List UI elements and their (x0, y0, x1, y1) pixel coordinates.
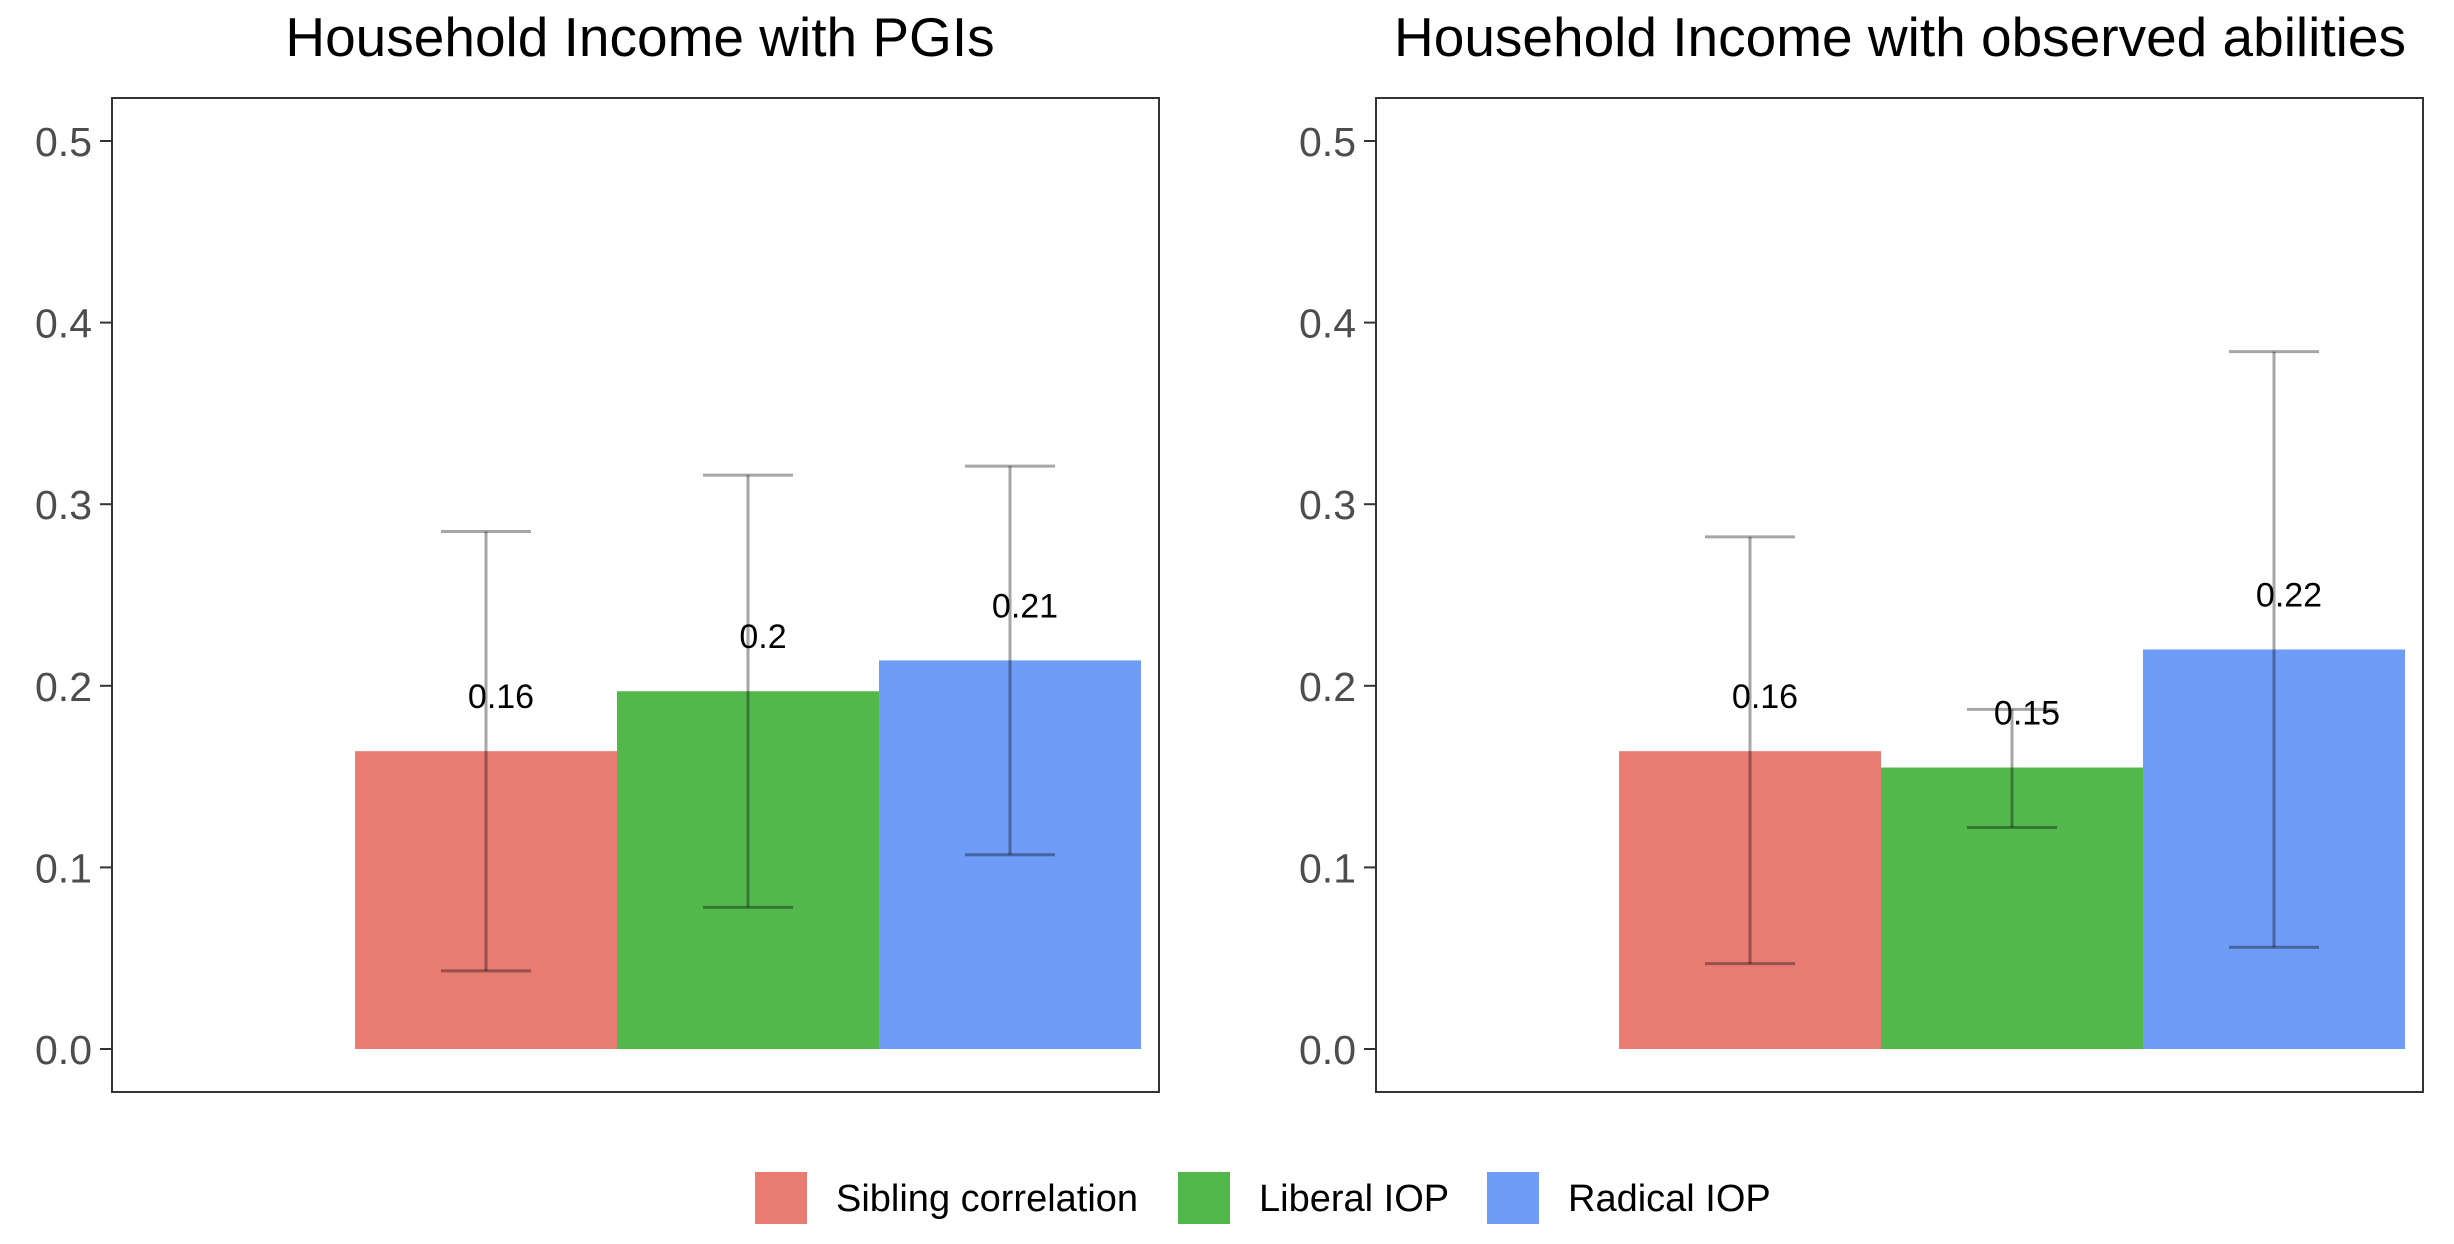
y-tick-label: 0.2 (35, 664, 92, 710)
panel-title: Household Income with PGIs (285, 6, 994, 68)
chart-panel-1: Household Income with PGIs 0.16 0.2 0.21 0.0… (35, 6, 1160, 1093)
panel-border (111, 97, 1160, 1093)
bar-sibling-correlation (355, 751, 617, 1049)
y-tick-label: 0.1 (1299, 845, 1356, 891)
y-tick-label: 0.3 (1299, 482, 1356, 528)
error-bar (965, 464, 1055, 857)
panel-title: Household Income with observed abilities (1394, 6, 2406, 68)
legend-label: Sibling correlation (836, 1178, 1138, 1220)
y-tick-label: 0.0 (1299, 1027, 1356, 1073)
y-tick-label: 0.1 (35, 845, 92, 891)
bar-sibling-correlation (1619, 751, 1881, 1049)
legend-item: Radical IOP (1487, 1172, 1771, 1224)
bar-radical-iop (2143, 649, 2405, 1049)
y-tick-label: 0.4 (1299, 301, 1356, 347)
legend-swatch (1487, 1172, 1539, 1224)
legend-item: Sibling correlation (755, 1172, 1138, 1224)
error-bar (2229, 350, 2319, 949)
legend-swatch (1178, 1172, 1230, 1224)
data-label: 0.22 (2256, 576, 2322, 614)
y-tick-label: 0.5 (35, 119, 92, 165)
chart-panel-2: Household Income with observed abilities… (1299, 6, 2424, 1093)
y-tick-label: 0.4 (35, 301, 92, 347)
error-bar (441, 529, 531, 973)
data-label: 0.16 (1732, 678, 1798, 716)
legend-label: Radical IOP (1568, 1178, 1771, 1220)
error-bar (1967, 707, 2057, 829)
bar-radical-iop (879, 660, 1141, 1049)
data-label: 0.21 (992, 587, 1058, 625)
chart-panels: Household Income with PGIs 0.16 0.2 0.21 0.0… (35, 6, 2424, 1093)
data-label: 0.2 (739, 618, 786, 656)
legend-swatch (755, 1172, 807, 1224)
bar-liberal-iop (617, 691, 879, 1049)
error-bar (703, 473, 793, 909)
y-tick-label: 0.2 (1299, 664, 1356, 710)
y-tick-label: 0.5 (1299, 119, 1356, 165)
legend-item: Liberal IOP (1178, 1172, 1449, 1224)
data-label: 0.15 (1994, 695, 2060, 733)
data-label: 0.16 (468, 678, 534, 716)
panel-border (1375, 97, 2424, 1093)
legend: Sibling correlation Liberal IOP Radical IO… (755, 1172, 1771, 1224)
legend-label: Liberal IOP (1259, 1178, 1449, 1220)
error-bar (1705, 535, 1795, 966)
y-tick-label: 0.0 (35, 1027, 92, 1073)
y-tick-label: 0.3 (35, 482, 92, 528)
bar-liberal-iop (1881, 767, 2143, 1049)
